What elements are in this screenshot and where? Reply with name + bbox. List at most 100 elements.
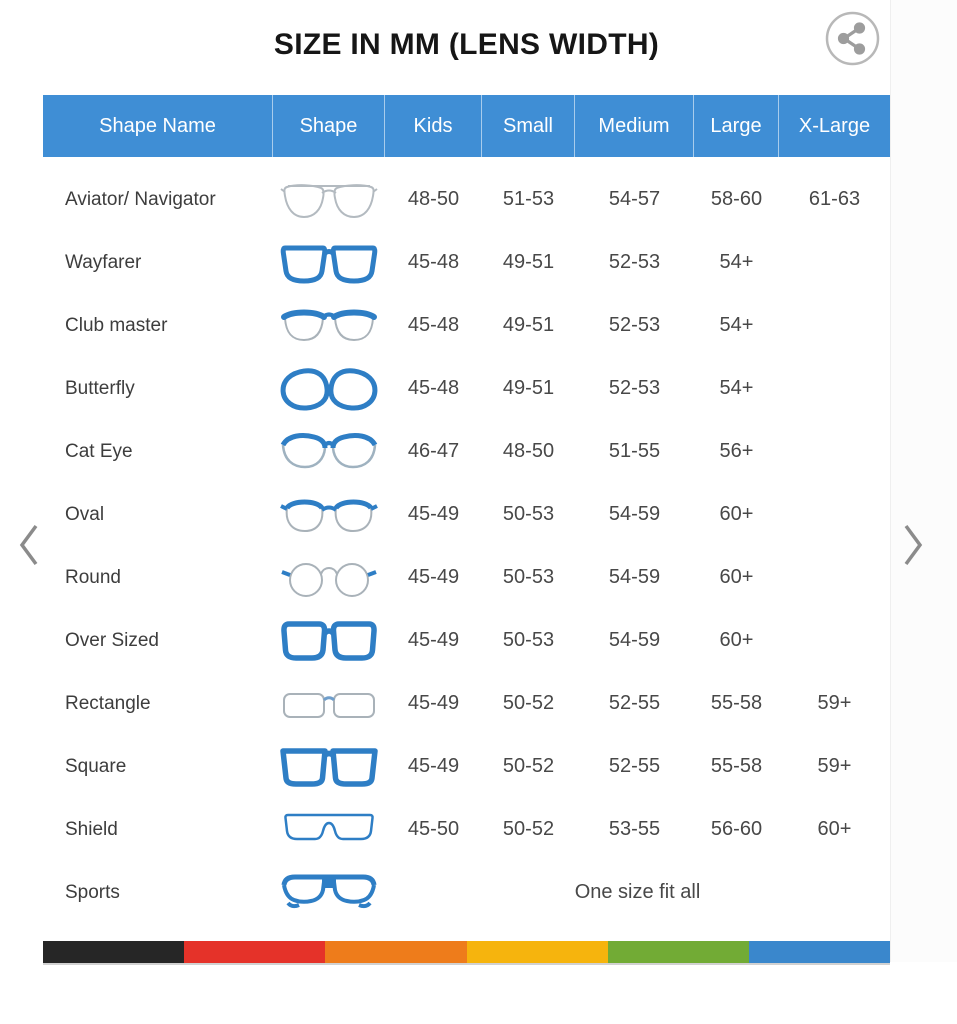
kids-value: 45-49 <box>407 503 460 525</box>
rectangle-glasses-icon <box>273 680 385 728</box>
shape-name: Cat Eye <box>65 440 133 462</box>
large-value: 60+ <box>719 503 754 525</box>
clubmaster-glasses-icon <box>273 302 385 350</box>
shape-name: Rectangle <box>65 692 151 714</box>
medium-value: 52-55 <box>608 755 661 777</box>
kids-value: 46-47 <box>407 440 460 462</box>
small-value: 50-53 <box>502 503 555 525</box>
medium-value: 52-53 <box>608 314 661 336</box>
table-body: Aviator/ Navigator 48-50 51-53 54-57 58-… <box>43 168 890 924</box>
table-row: Wayfarer 45-48 49-51 52-53 54+ <box>43 231 890 294</box>
small-value: 48-50 <box>502 440 555 462</box>
medium-value: 52-55 <box>608 692 661 714</box>
small-value: 50-53 <box>502 566 555 588</box>
column-header-xlarge: X-Large <box>798 114 871 137</box>
shape-name: Round <box>65 566 121 588</box>
column-header-large: Large <box>694 95 779 157</box>
right-gutter <box>890 0 957 962</box>
large-value: 56-60 <box>710 818 763 840</box>
column-header-medium: Medium <box>575 95 694 157</box>
xlarge-value: 59+ <box>817 692 852 714</box>
medium-value: 54-57 <box>608 188 661 210</box>
share-icon <box>825 11 880 66</box>
kids-value: 45-48 <box>407 377 460 399</box>
cateye-glasses-icon <box>273 428 385 476</box>
shape-name: Shield <box>65 818 118 840</box>
stripe-orange-segment <box>325 941 467 963</box>
table-row: Rectangle 45-49 50-52 52-55 55-58 59+ <box>43 672 890 735</box>
one-size-note: One size fit all <box>574 881 701 903</box>
kids-value: 45-50 <box>407 818 460 840</box>
large-value: 54+ <box>719 251 754 273</box>
size-chart-card: SIZE IN MM (LENS WIDTH) Shape Name Shape… <box>43 0 891 963</box>
table-row: Aviator/ Navigator 48-50 51-53 54-57 58-… <box>43 168 890 231</box>
medium-value: 52-53 <box>608 251 661 273</box>
table-row: Oval 45-49 50-53 54-59 60+ <box>43 483 890 546</box>
table-row: Sports One size fit all <box>43 861 890 924</box>
large-value: 56+ <box>719 440 754 462</box>
column-header-small: Small <box>482 95 575 157</box>
sports-glasses-icon <box>273 869 385 917</box>
medium-value: 54-59 <box>608 503 661 525</box>
shape-name: Oval <box>65 503 105 525</box>
kids-value: 45-49 <box>407 692 460 714</box>
column-header-shape-name: Shape Name <box>43 95 273 157</box>
small-value: 51-53 <box>502 188 555 210</box>
share-button[interactable] <box>824 10 881 67</box>
square-glasses-icon <box>273 743 385 791</box>
small-value: 49-51 <box>502 314 555 336</box>
carousel-next-button[interactable] <box>900 521 926 569</box>
stripe-green-segment <box>607 941 749 963</box>
shape-name: Sports <box>65 881 120 903</box>
xlarge-value: 59+ <box>817 755 852 777</box>
small-value: 50-53 <box>502 629 555 651</box>
shield-glasses-icon <box>273 806 385 854</box>
small-value: 50-52 <box>502 692 555 714</box>
stripe-blue-segment <box>748 941 891 963</box>
kids-value: 45-49 <box>407 755 460 777</box>
large-value: 55-58 <box>710 692 763 714</box>
brand-color-stripe <box>43 941 891 963</box>
table-header-row: Shape Name Shape Kids Small Medium Large… <box>43 95 890 157</box>
butterfly-glasses-icon <box>273 365 385 413</box>
kids-value: 48-50 <box>407 188 460 210</box>
oval-glasses-icon <box>273 491 385 539</box>
large-value: 54+ <box>719 377 754 399</box>
small-value: 50-52 <box>502 818 555 840</box>
shape-name: Butterfly <box>65 377 135 399</box>
kids-value: 45-48 <box>407 251 460 273</box>
chevron-right-icon <box>904 524 923 566</box>
small-value: 49-51 <box>502 251 555 273</box>
shape-name: Square <box>65 755 127 777</box>
stripe-red-segment <box>184 941 326 963</box>
column-header-kids: Kids <box>385 95 482 157</box>
large-value: 54+ <box>719 314 754 336</box>
shape-name: Club master <box>65 314 168 336</box>
table-row: Square 45-49 50-52 52-55 55-58 59+ <box>43 735 890 798</box>
medium-value: 51-55 <box>608 440 661 462</box>
stripe-yellow-segment <box>466 941 608 963</box>
large-value: 60+ <box>719 629 754 651</box>
kids-value: 45-48 <box>407 314 460 336</box>
large-value: 58-60 <box>710 188 763 210</box>
small-value: 50-52 <box>502 755 555 777</box>
oversized-glasses-icon <box>273 617 385 665</box>
table-row: Cat Eye 46-47 48-50 51-55 56+ <box>43 420 890 483</box>
stripe-black-segment <box>43 941 185 963</box>
shape-name: Over Sized <box>65 629 159 651</box>
table-row: Butterfly 45-48 49-51 52-53 54+ <box>43 357 890 420</box>
kids-value: 45-49 <box>407 629 460 651</box>
medium-value: 54-59 <box>608 629 661 651</box>
wayfarer-glasses-icon <box>273 239 385 287</box>
large-value: 60+ <box>719 566 754 588</box>
aviator-glasses-icon <box>273 176 385 224</box>
table-row: Club master 45-48 49-51 52-53 54+ <box>43 294 890 357</box>
medium-value: 54-59 <box>608 566 661 588</box>
chevron-left-icon <box>19 524 38 566</box>
carousel-prev-button[interactable] <box>16 521 42 569</box>
round-glasses-icon <box>273 554 385 602</box>
large-value: 55-58 <box>710 755 763 777</box>
kids-value: 45-49 <box>407 566 460 588</box>
page-title: SIZE IN MM (LENS WIDTH) <box>273 28 660 61</box>
medium-value: 53-55 <box>608 818 661 840</box>
